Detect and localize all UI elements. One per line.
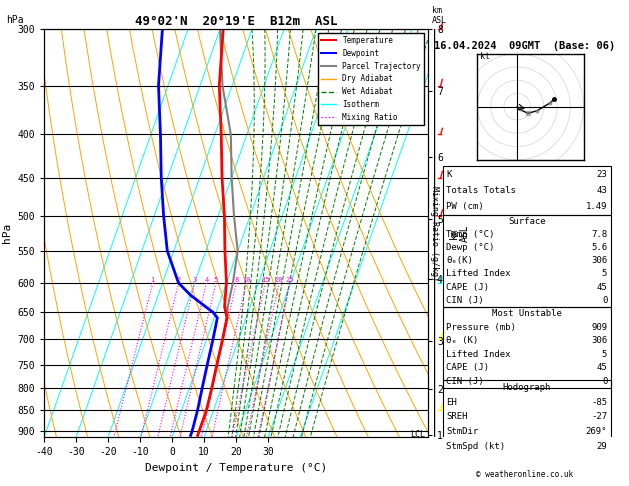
Text: 16.04.2024  09GMT  (Base: 06): 16.04.2024 09GMT (Base: 06) (435, 41, 616, 52)
Text: Hodograph: Hodograph (503, 383, 551, 392)
Text: 43: 43 (596, 186, 607, 195)
Text: 5.6: 5.6 (591, 243, 607, 252)
Text: 0: 0 (602, 377, 607, 386)
Text: SREH: SREH (447, 413, 468, 421)
Text: 45: 45 (596, 282, 607, 292)
Text: Lifted Index: Lifted Index (447, 350, 511, 359)
Text: 269°: 269° (586, 427, 607, 436)
Text: 306: 306 (591, 336, 607, 345)
Text: 10: 10 (242, 277, 250, 283)
Text: Mixing Ratio (g/kg): Mixing Ratio (g/kg) (430, 186, 438, 281)
Text: 5: 5 (602, 350, 607, 359)
Text: K: K (447, 170, 452, 178)
Text: 1: 1 (150, 277, 155, 283)
Text: Dewp (°C): Dewp (°C) (447, 243, 495, 252)
Text: 15: 15 (261, 277, 269, 283)
X-axis label: Dewpoint / Temperature (°C): Dewpoint / Temperature (°C) (145, 463, 327, 473)
Text: hPa: hPa (6, 15, 24, 25)
Text: Lifted Index: Lifted Index (447, 269, 511, 278)
Y-axis label: hPa: hPa (2, 223, 12, 243)
Text: 909: 909 (591, 323, 607, 331)
Text: θₑ (K): θₑ (K) (447, 336, 479, 345)
Text: 3: 3 (192, 277, 197, 283)
Text: StmDir: StmDir (447, 427, 479, 436)
Text: LCL: LCL (409, 430, 425, 439)
Text: 0: 0 (602, 295, 607, 305)
Text: StmSpd (kt): StmSpd (kt) (447, 442, 506, 451)
Text: 306: 306 (591, 256, 607, 265)
Bar (443, 380, 611, 454)
Text: EH: EH (447, 398, 457, 407)
Text: CAPE (J): CAPE (J) (447, 364, 489, 372)
Text: CIN (J): CIN (J) (447, 295, 484, 305)
Text: © weatheronline.co.uk: © weatheronline.co.uk (476, 470, 574, 479)
Text: CAPE (J): CAPE (J) (447, 282, 489, 292)
Text: km
ASL: km ASL (431, 6, 447, 25)
Bar (443, 166, 611, 215)
Bar (443, 215, 611, 307)
Text: Totals Totals: Totals Totals (447, 186, 516, 195)
Text: -27: -27 (591, 413, 607, 421)
Text: 2: 2 (177, 277, 181, 283)
Text: 1.49: 1.49 (586, 202, 607, 211)
Text: 20: 20 (275, 277, 283, 283)
Text: Most Unstable: Most Unstable (492, 309, 562, 318)
Text: Temp (°C): Temp (°C) (447, 230, 495, 239)
Text: 7.8: 7.8 (591, 230, 607, 239)
Text: 8: 8 (234, 277, 238, 283)
Text: 25: 25 (286, 277, 294, 283)
Text: Surface: Surface (508, 217, 545, 226)
Text: -85: -85 (591, 398, 607, 407)
Bar (443, 307, 611, 388)
Text: PW (cm): PW (cm) (447, 202, 484, 211)
Text: 5: 5 (602, 269, 607, 278)
Text: CIN (J): CIN (J) (447, 377, 484, 386)
Text: Pressure (mb): Pressure (mb) (447, 323, 516, 331)
Text: 29: 29 (596, 442, 607, 451)
Text: 45: 45 (596, 364, 607, 372)
Y-axis label: km
ASL: km ASL (448, 225, 470, 242)
Legend: Temperature, Dewpoint, Parcel Trajectory, Dry Adiabat, Wet Adiabat, Isotherm, Mi: Temperature, Dewpoint, Parcel Trajectory… (318, 33, 424, 125)
Title: 49°02'N  20°19'E  B12m  ASL: 49°02'N 20°19'E B12m ASL (135, 15, 337, 28)
Text: 4: 4 (204, 277, 209, 283)
Text: 5: 5 (214, 277, 218, 283)
Text: 23: 23 (596, 170, 607, 178)
Text: θₑ(K): θₑ(K) (447, 256, 473, 265)
